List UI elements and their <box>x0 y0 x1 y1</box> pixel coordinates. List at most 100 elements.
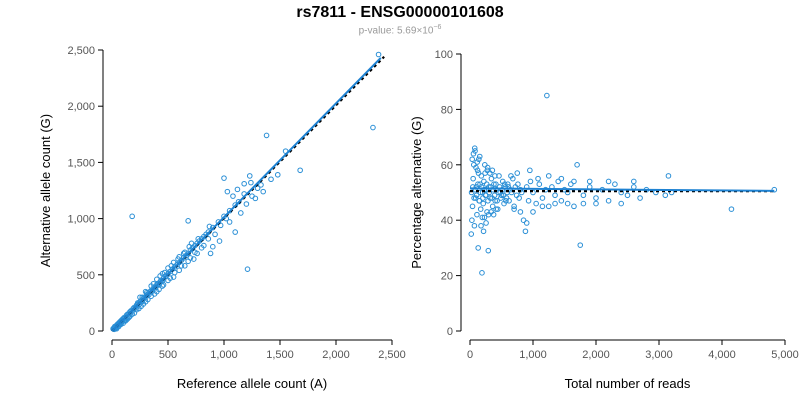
left-data-point <box>176 267 182 274</box>
left-x-tick-label: 1,000 <box>210 349 238 361</box>
left-data-point <box>260 188 267 195</box>
left-y-tick-label: 2,000 <box>67 101 95 113</box>
left-data-point <box>175 256 181 262</box>
right-data-point <box>492 198 499 204</box>
right-data-point <box>475 170 482 176</box>
right-data-point <box>577 242 584 248</box>
left-data-point <box>205 236 212 242</box>
right-data-point <box>574 162 580 168</box>
right-data-point <box>470 175 476 182</box>
right-data-point <box>552 200 558 207</box>
left-data-point <box>145 296 151 303</box>
right-data-point <box>511 203 517 210</box>
left-y-tick-label: 500 <box>77 270 95 282</box>
right-data-point <box>511 206 517 212</box>
right-data-point <box>469 156 476 163</box>
pvalue-mantissa: 5.69 <box>396 25 417 37</box>
right-data-point <box>480 200 487 207</box>
right-data-point <box>481 214 488 221</box>
right-data-point <box>493 206 499 212</box>
left-data-point <box>375 51 382 58</box>
left-x-tick-label: 1,500 <box>266 349 294 361</box>
right-x-tick-label: 5,000 <box>771 349 799 361</box>
right-data-point <box>498 192 505 199</box>
right-data-point <box>505 181 511 187</box>
right-data-point <box>631 178 637 185</box>
left-data-point <box>244 266 251 272</box>
left-x-tick-label: 2,500 <box>378 349 406 361</box>
left-data-point <box>140 301 147 307</box>
right-data-point <box>515 181 521 187</box>
left-data-point <box>221 175 227 181</box>
right-data-point <box>580 200 587 207</box>
right-x-tick-label: 3,000 <box>645 349 673 361</box>
right-data-point <box>514 170 521 176</box>
right-data-point <box>474 159 481 165</box>
right-data-point <box>483 181 490 187</box>
right-data-point <box>475 245 481 251</box>
right-data-point <box>478 222 484 229</box>
right-data-point <box>533 200 539 207</box>
left-data-point <box>111 326 118 333</box>
left-data-point <box>180 250 187 257</box>
right-data-point <box>522 228 529 235</box>
right-y-tick-label: 60 <box>441 160 453 172</box>
right-data-point <box>520 217 527 223</box>
left-data-point <box>263 132 270 139</box>
right-data-point <box>564 200 571 207</box>
right-data-point <box>631 184 637 190</box>
left-data-point <box>171 269 178 276</box>
right-data-point <box>469 203 476 210</box>
left-data-point <box>185 258 191 265</box>
right-data-point <box>477 181 483 187</box>
left-fit-line <box>111 57 382 332</box>
left-data-point <box>195 236 202 242</box>
right-data-point <box>728 206 735 212</box>
right-data-point <box>475 181 481 187</box>
left-data-point <box>249 193 255 199</box>
right-data-point <box>580 192 587 199</box>
left-x-tick-label: 500 <box>159 349 177 361</box>
left-data-point <box>129 213 135 220</box>
left-data-point <box>142 288 149 295</box>
left-data-point <box>112 325 119 331</box>
left-data-point <box>185 218 191 224</box>
left-data-point <box>160 282 167 288</box>
right-data-point <box>593 195 599 201</box>
right-y-tick-label: 80 <box>441 104 453 116</box>
left-data-point <box>151 291 158 297</box>
right-data-point <box>552 192 558 199</box>
right-x-tick-label: 0 <box>467 349 473 361</box>
right-data-point <box>523 220 530 226</box>
right-data-point <box>483 220 489 226</box>
right-data-point <box>536 181 543 187</box>
right-data-point <box>468 231 475 237</box>
right-data-point <box>518 189 525 196</box>
left-data-point <box>178 263 185 269</box>
right-data-point <box>489 203 496 210</box>
right-data-point <box>484 209 490 215</box>
right-data-point <box>506 198 512 204</box>
left-data-point <box>274 171 281 178</box>
right-data-point <box>500 192 507 199</box>
right-y-tick-label: 20 <box>441 271 453 283</box>
left-y-tick-label: 0 <box>89 326 95 338</box>
left-data-point <box>186 243 193 250</box>
right-data-point <box>503 198 509 204</box>
right-data-point <box>618 200 625 207</box>
left-data-point <box>297 167 303 174</box>
left-data-point <box>370 124 376 131</box>
left-data-point <box>210 243 216 250</box>
right-data-point <box>485 247 492 254</box>
left-data-point <box>248 179 254 186</box>
left-data-point <box>201 242 207 249</box>
right-data-point <box>480 228 487 235</box>
right-data-point <box>535 175 541 182</box>
left-data-point <box>243 201 250 207</box>
right-data-point <box>558 175 565 182</box>
right-data-point <box>558 198 565 204</box>
left-data-point <box>254 185 261 192</box>
right-data-point <box>516 195 522 201</box>
right-data-point <box>472 148 478 154</box>
